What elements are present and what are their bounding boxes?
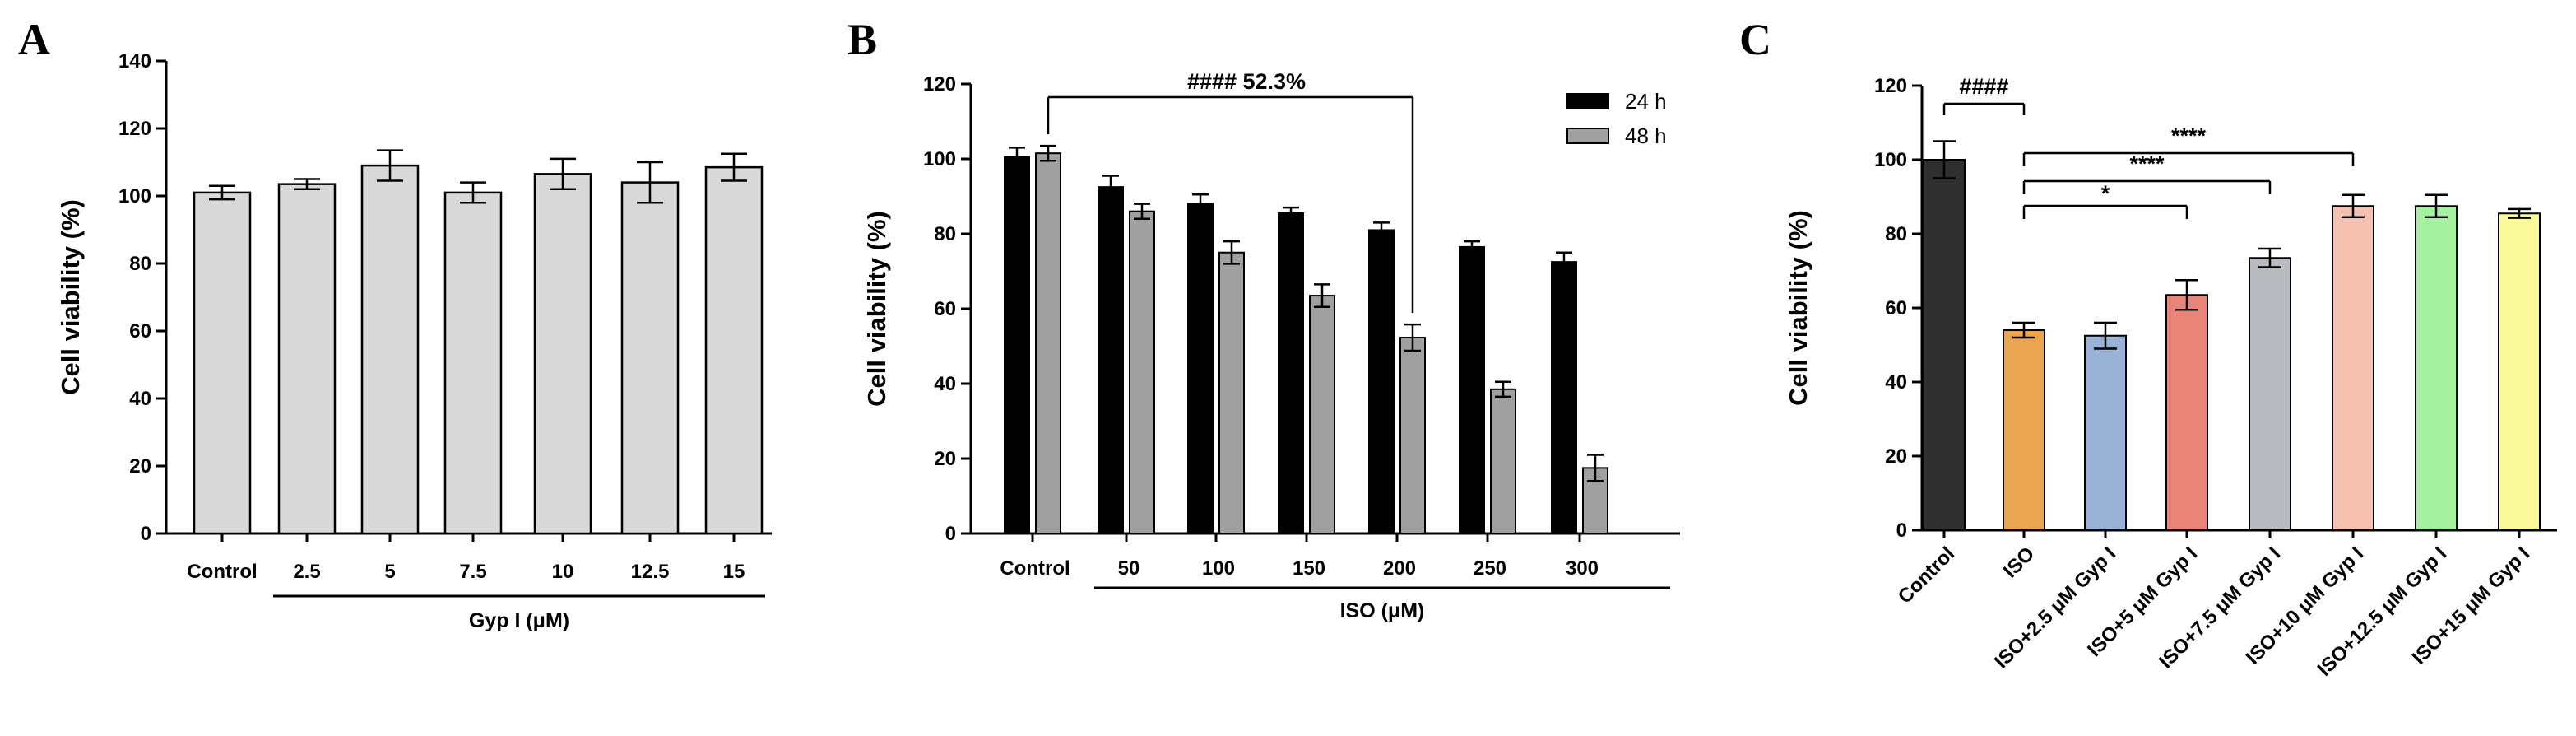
panel-b-legend-swatch-24h <box>1566 93 1609 109</box>
panel-c-bar <box>2003 329 2045 531</box>
panel-a-x-tick-label: 10 <box>552 561 574 583</box>
panel-a-x-tick-label: 12.5 <box>631 561 670 583</box>
panel-a-y-tick-label: 0 <box>141 523 151 545</box>
panel-c-bar <box>2165 294 2208 531</box>
panel-b-x-tick-label: 250 <box>1474 557 1506 580</box>
panel-b-legend-label: 24 h <box>1625 89 1667 114</box>
panel-b-y-tick-label: 80 <box>934 223 956 245</box>
panel-c-sig-label: **** <box>2129 151 2165 176</box>
panel-a-bar <box>533 173 592 535</box>
panel-b-y-tick-label: 60 <box>934 298 956 320</box>
panel-b-x-tick-label: 50 <box>1118 557 1140 580</box>
panel-b-bar-24h <box>1187 203 1214 534</box>
panel-a-bar <box>620 181 680 535</box>
panel-c-bar <box>2249 257 2291 531</box>
panel-b-bar-24h <box>1004 156 1030 534</box>
panel-b-annotation: #### 52.3% <box>1187 69 1306 94</box>
panel-a-bar <box>443 191 503 535</box>
panel-c-x-tick-label: Control <box>1894 543 1959 608</box>
panel-b-letter: B <box>847 15 877 64</box>
panel-c-letter: C <box>1739 15 1771 64</box>
panel-a-y-tick-label: 120 <box>118 118 151 140</box>
panel-c-y-tick-label: 80 <box>1885 223 1907 245</box>
panel-b-y-tick-label: 0 <box>945 523 956 545</box>
panel-c-y-tick-label: 40 <box>1885 371 1907 394</box>
panel-c-sig-label: #### <box>1959 74 2008 99</box>
panel-c-bar <box>2084 334 2127 531</box>
panel-b-bar-48h <box>1129 210 1155 534</box>
panel-a-bar <box>704 165 764 535</box>
panel-a-bar <box>360 164 420 535</box>
panel-a-bar <box>277 183 337 535</box>
panel-a-y-tick-label: 80 <box>129 253 151 275</box>
panel-a-y-tick-label: 40 <box>129 388 151 410</box>
panel-c-y-label: Cell viability (%) <box>1784 210 1812 406</box>
panel-b-x-tick-label: 100 <box>1202 557 1235 580</box>
panel-c-bar <box>1923 159 1966 531</box>
panel-a-y-tick-label: 60 <box>129 320 151 342</box>
panel-a-x-tick-label: 15 <box>723 561 745 583</box>
panel-c-x-tick-label: ISO <box>1999 543 2039 582</box>
panel-b-bar-48h <box>1035 152 1061 535</box>
panel-b-x-tick-label: 150 <box>1293 557 1325 580</box>
panel-a-letter: A <box>18 15 50 64</box>
panel-c-sig-label: **** <box>2171 123 2207 148</box>
panel-b-x-tick-label: Control <box>1000 557 1070 580</box>
panel-c-sig-label: * <box>2101 181 2110 206</box>
panel-b-legend-swatch-48h <box>1566 128 1609 144</box>
panel-c-bar <box>2498 212 2541 531</box>
panel-b-bar-48h <box>1218 251 1245 534</box>
panel-a-x-tick-label: 2.5 <box>293 561 320 583</box>
panel-a-group-label: Gyp I (μM) <box>469 609 569 632</box>
panel-b-y-label: Cell viability (%) <box>862 211 891 407</box>
panel-a-x-tick-label: 7.5 <box>459 561 486 583</box>
panel-a-x-tick-label: Control <box>187 561 257 583</box>
panel-b-x-tick-label: 300 <box>1566 557 1599 580</box>
panel-c-y-tick-label: 0 <box>1896 519 1907 542</box>
panel-b-group-label: ISO (μM) <box>1340 599 1425 622</box>
panel-b-bar-24h <box>1551 261 1577 534</box>
panel-b-y-tick-label: 120 <box>923 73 956 95</box>
panel-b-legend-label: 48 h <box>1625 123 1667 148</box>
panel-c-y-tick-label: 20 <box>1885 445 1907 468</box>
panel-b-x-tick-label: 200 <box>1383 557 1416 580</box>
panel-b-bar-24h <box>1278 212 1304 534</box>
panel-c-bar <box>2415 205 2458 531</box>
panel-a-y-label: Cell viability (%) <box>56 199 85 395</box>
panel-b-bar-48h <box>1309 295 1335 534</box>
panel-b-y-tick-label: 100 <box>923 148 956 170</box>
panel-b-bar-48h <box>1399 337 1426 534</box>
panel-a-y-tick-label: 20 <box>129 455 151 477</box>
panel-a-y-tick-label: 140 <box>118 50 151 72</box>
panel-c-y-tick-label: 120 <box>1874 75 1907 97</box>
panel-b-y-tick-label: 40 <box>934 373 956 395</box>
panel-b-bar-24h <box>1368 229 1395 534</box>
panel-a-y-tick-label: 100 <box>118 185 151 207</box>
panel-a-bar <box>193 191 252 535</box>
panel-c-y-tick-label: 100 <box>1874 149 1907 171</box>
panel-a-x-tick-label: 5 <box>384 561 395 583</box>
panel-c-bar <box>2332 205 2374 531</box>
panel-b-bar-48h <box>1490 388 1516 535</box>
panel-c-y-tick-label: 60 <box>1885 297 1907 319</box>
panel-b-bar-24h <box>1459 245 1485 534</box>
panel-b-y-tick-label: 20 <box>934 448 956 470</box>
panel-b-bar-24h <box>1098 186 1124 534</box>
